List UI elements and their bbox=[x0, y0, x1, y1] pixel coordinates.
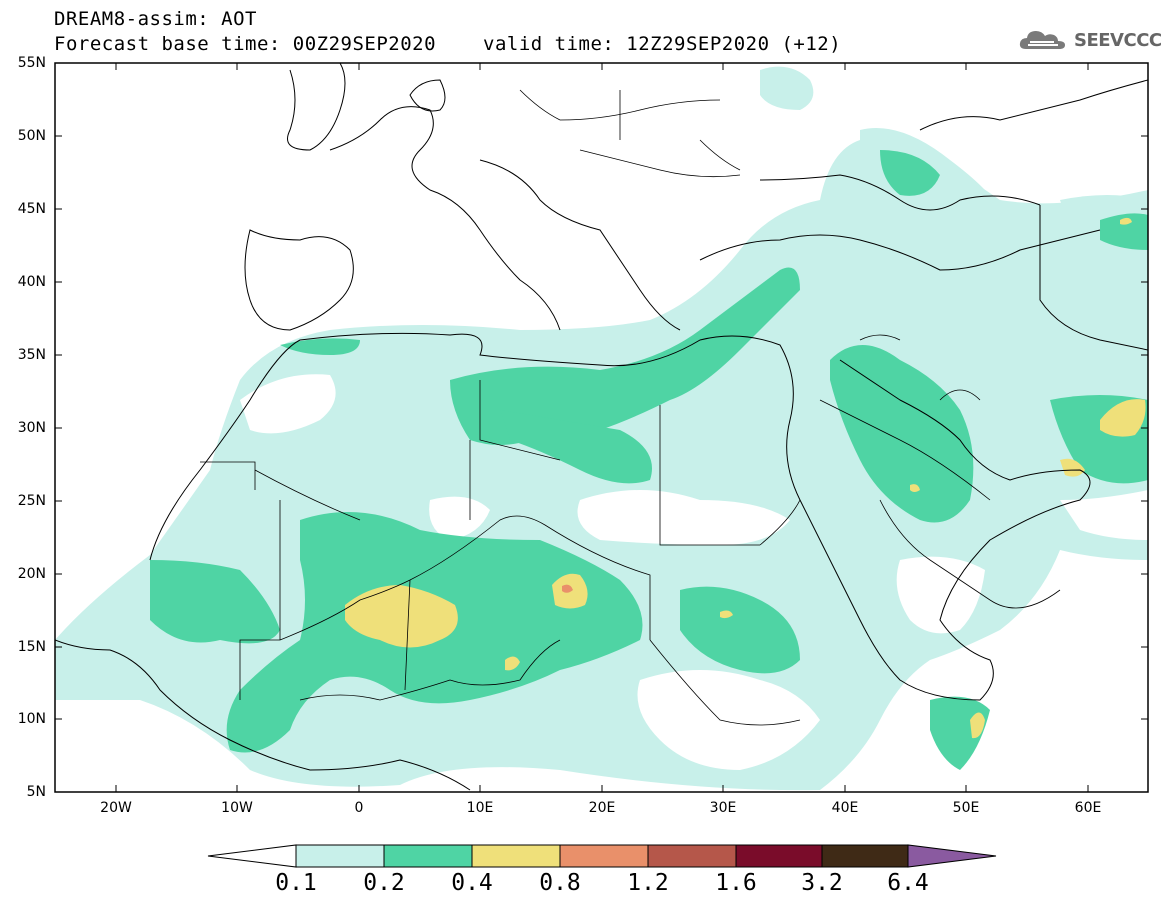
colorbar-box bbox=[821, 844, 909, 868]
lon-label: 10E bbox=[466, 800, 494, 816]
lat-label: 55N bbox=[17, 55, 46, 71]
lat-label: 20N bbox=[17, 566, 46, 582]
lat-label: 45N bbox=[17, 201, 46, 217]
colorbar-box bbox=[295, 844, 385, 868]
lat-label: 40N bbox=[17, 274, 46, 290]
lat-label: 5N bbox=[26, 784, 46, 800]
colorbar-label: 3.2 bbox=[801, 870, 843, 896]
lat-label: 15N bbox=[17, 639, 46, 655]
colorbar-label: 6.4 bbox=[887, 870, 929, 896]
lat-label: 50N bbox=[17, 128, 46, 144]
colorbar bbox=[207, 844, 997, 868]
colorbar-label: 0.8 bbox=[539, 870, 581, 896]
colorbar-label: 1.6 bbox=[715, 870, 757, 896]
aot-level-0.4 bbox=[345, 217, 1146, 739]
forecast-base-time: Forecast base time: 00Z29SEP2020 bbox=[54, 33, 437, 55]
lon-label: 30E bbox=[709, 800, 737, 816]
colorbar-box bbox=[647, 844, 737, 868]
lon-label: 10W bbox=[221, 800, 253, 816]
country-borders bbox=[200, 89, 1061, 726]
colorbar-label: 0.4 bbox=[451, 870, 493, 896]
plot-title: DREAM8-assim: AOT bbox=[54, 8, 257, 30]
lat-label: 10N bbox=[17, 711, 46, 727]
lon-label: 20E bbox=[588, 800, 616, 816]
colorbar-upper-arrow bbox=[907, 844, 997, 868]
axis-ticks bbox=[55, 62, 1148, 793]
lon-label: 20W bbox=[100, 800, 132, 816]
aot-clear-areas bbox=[240, 374, 1148, 770]
valid-time: valid time: 12Z29SEP2020 (+12) bbox=[483, 33, 842, 55]
lat-label: 25N bbox=[17, 493, 46, 509]
lon-label: 0 bbox=[354, 800, 364, 816]
cloud-icon bbox=[1019, 31, 1065, 49]
colorbar-lower-arrow bbox=[207, 844, 297, 868]
seevccc-logo: SEEVCCC bbox=[1018, 27, 1162, 53]
lat-label: 30N bbox=[17, 420, 46, 436]
aot-level-0.8 bbox=[562, 584, 573, 593]
lon-label: 50E bbox=[952, 800, 980, 816]
lat-label: 35N bbox=[17, 347, 46, 363]
coastlines bbox=[55, 63, 1148, 791]
lon-label: 40E bbox=[831, 800, 859, 816]
colorbar-label: 0.1 bbox=[275, 870, 317, 896]
colorbar-label: 0.2 bbox=[363, 870, 405, 896]
colorbar-box bbox=[383, 844, 473, 868]
lon-label: 60E bbox=[1074, 800, 1102, 816]
colorbar-label: 1.2 bbox=[627, 870, 669, 896]
colorbar-box bbox=[471, 844, 561, 868]
colorbar-box bbox=[735, 844, 823, 868]
logo-text: SEEVCCC bbox=[1074, 29, 1162, 51]
colorbar-box bbox=[559, 844, 649, 868]
